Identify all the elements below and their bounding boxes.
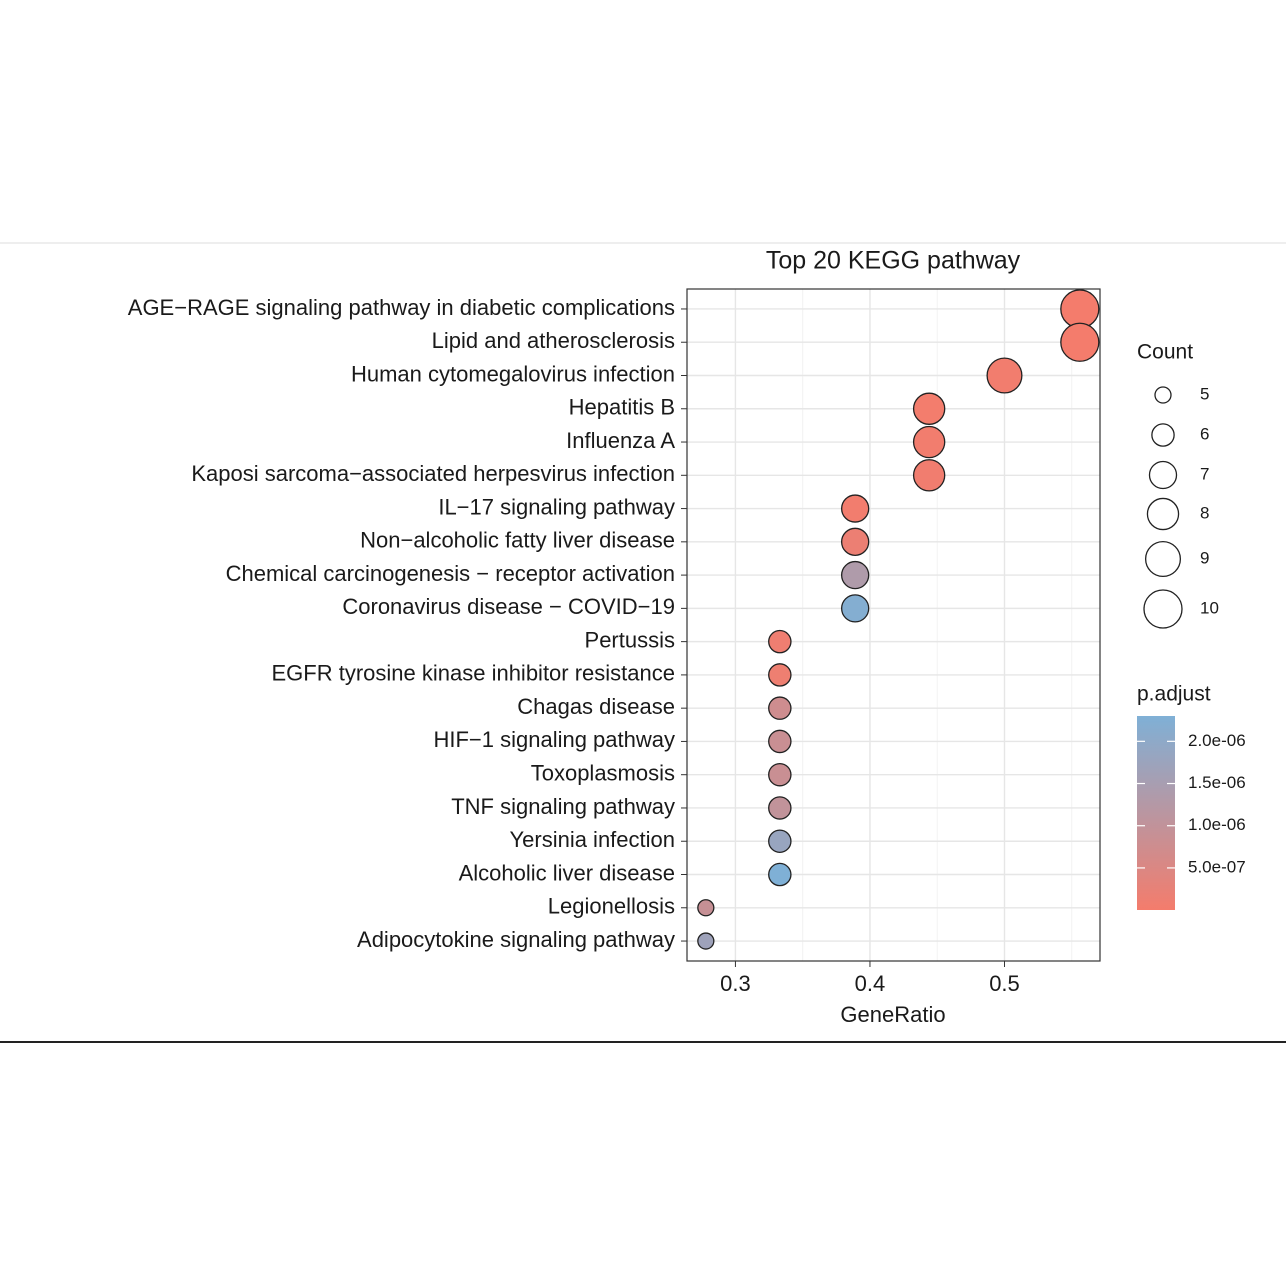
size-legend-label: 5 bbox=[1200, 384, 1209, 403]
y-tick-label: Lipid and atherosclerosis bbox=[432, 328, 675, 353]
dot bbox=[768, 729, 792, 754]
colorbar bbox=[1137, 716, 1175, 910]
dot bbox=[768, 862, 792, 887]
y-tick-label: EGFR tyrosine kinase inhibitor resistanc… bbox=[272, 661, 676, 686]
size-legend-label: 7 bbox=[1200, 464, 1209, 483]
size-legend-key bbox=[1154, 386, 1172, 404]
y-tick-label: Chemical carcinogenesis − receptor activ… bbox=[226, 561, 675, 586]
y-tick-label: Influenza A bbox=[566, 428, 675, 453]
y-tick-label: Hepatitis B bbox=[569, 395, 675, 420]
x-tick-label: 0.5 bbox=[989, 971, 1020, 996]
panel-border bbox=[686, 288, 1101, 962]
y-tick-label: Kaposi sarcoma−associated herpesvirus in… bbox=[191, 461, 675, 486]
dot bbox=[1060, 322, 1100, 362]
dot bbox=[912, 459, 946, 492]
dot bbox=[840, 527, 870, 557]
color-legend-title: p.adjust bbox=[1137, 683, 1211, 706]
x-tick-label: 0.4 bbox=[855, 971, 886, 996]
dot bbox=[768, 663, 792, 687]
y-tick-label: Non−alcoholic fatty liver disease bbox=[360, 528, 675, 553]
y-tick-label: IL−17 signaling pathway bbox=[438, 494, 675, 519]
y-tick-label: AGE−RAGE signaling pathway in diabetic c… bbox=[128, 295, 675, 320]
dot bbox=[840, 494, 870, 523]
colorbar-label: 1.0e-06 bbox=[1188, 815, 1246, 834]
size-legend-label: 8 bbox=[1200, 503, 1209, 522]
dot bbox=[912, 392, 946, 425]
x-tick-label: 0.3 bbox=[720, 971, 751, 996]
chart-title: Top 20 KEGG pathway bbox=[766, 247, 1021, 275]
dot bbox=[697, 932, 715, 950]
y-tick-label: Yersinia infection bbox=[509, 827, 675, 852]
y-tick-label: Coronavirus disease − COVID−19 bbox=[342, 594, 675, 619]
y-tick-label: Legionellosis bbox=[548, 894, 675, 919]
dot bbox=[768, 829, 792, 853]
panel bbox=[687, 289, 1100, 961]
dot bbox=[768, 762, 792, 787]
size-legend-key bbox=[1148, 460, 1178, 490]
grid bbox=[687, 289, 1100, 961]
size-legend-key bbox=[1143, 589, 1183, 629]
size-legend-key bbox=[1144, 540, 1182, 578]
size-legend-title: Count bbox=[1137, 341, 1193, 364]
y-tick-label: Adipocytokine signaling pathway bbox=[357, 927, 675, 952]
marks bbox=[697, 289, 1100, 950]
size-legend-key bbox=[1151, 423, 1175, 447]
size-legend-label: 9 bbox=[1200, 548, 1209, 567]
y-tick-label: Toxoplasmosis bbox=[531, 761, 675, 786]
dot bbox=[840, 560, 870, 590]
dot bbox=[768, 796, 792, 820]
colorbar-label: 5.0e-07 bbox=[1188, 857, 1246, 876]
size-legend-label: 10 bbox=[1200, 598, 1219, 617]
y-tick-label: Chagas disease bbox=[517, 694, 675, 719]
size-legend-key bbox=[1146, 497, 1180, 531]
dot bbox=[768, 629, 792, 654]
size-legend-label: 6 bbox=[1200, 424, 1209, 443]
dot bbox=[697, 899, 715, 917]
dot bbox=[840, 594, 870, 623]
x-axis-label: GeneRatio bbox=[840, 1002, 945, 1027]
y-tick-label: Human cytomegalovirus infection bbox=[351, 361, 675, 386]
y-tick-label: HIF−1 signaling pathway bbox=[433, 727, 675, 752]
colorbar-label: 1.5e-06 bbox=[1188, 773, 1246, 792]
dot bbox=[1060, 289, 1100, 329]
y-tick-label: Alcoholic liver disease bbox=[459, 860, 675, 885]
dot bbox=[912, 425, 946, 459]
dot bbox=[986, 357, 1023, 394]
colorbar-label: 2.0e-06 bbox=[1188, 731, 1246, 750]
y-tick-label: Pertussis bbox=[585, 627, 675, 652]
y-tick-label: TNF signaling pathway bbox=[451, 794, 675, 819]
dot bbox=[768, 696, 792, 720]
